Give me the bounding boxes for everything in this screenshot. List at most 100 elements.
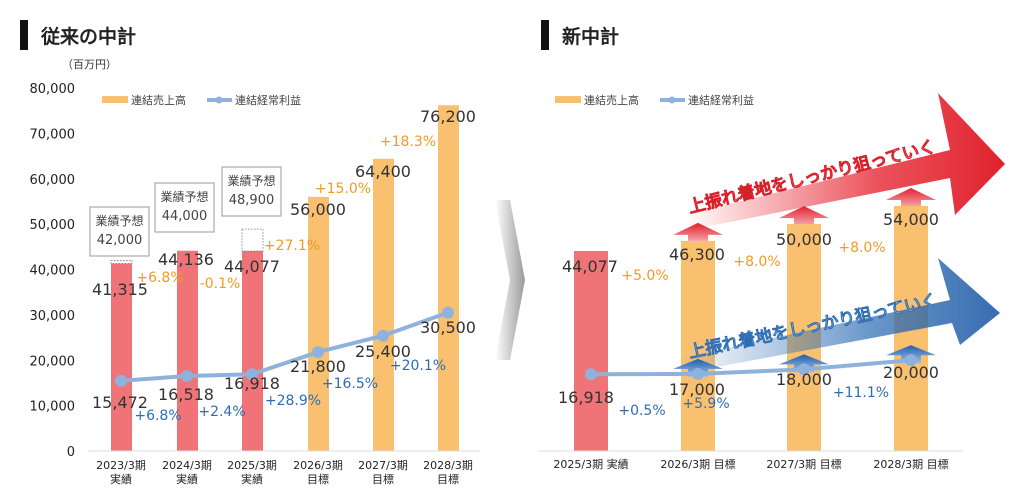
y-tick-label: 40,000	[30, 264, 76, 279]
profit-value-label: 21,800	[290, 357, 346, 376]
profit-marker	[905, 354, 917, 367]
forecast-box-label: 業績予想	[160, 189, 208, 204]
red-growth-arrow	[685, 93, 1005, 230]
blue-growth-arrow	[680, 258, 1000, 372]
profit-growth-label: +28.9%	[265, 393, 321, 409]
sales-value-label: 76,200	[420, 107, 476, 126]
profit-marker	[312, 346, 324, 359]
forecast-box	[89, 206, 150, 257]
sales-up-arrow	[673, 222, 723, 241]
profit-value-label: 16,518	[158, 385, 214, 404]
x-tick-sublabel: 目標	[437, 472, 459, 486]
profit-marker	[377, 329, 389, 342]
x-tick-sublabel: 実績	[176, 472, 198, 486]
profit-value-label: 16,918	[558, 388, 614, 407]
sales-growth-label: +15.0%	[315, 181, 371, 197]
chevron-right-icon	[495, 200, 525, 360]
sales-growth-label: +27.1%	[264, 238, 320, 254]
x-tick-label: 2026/3期 目標	[660, 457, 735, 471]
sales-growth-label: +8.0%	[733, 254, 780, 270]
forecast-box-value: 42,000	[97, 233, 143, 248]
forecast-dotted-outline	[110, 260, 133, 264]
right-title-text: 新中計	[562, 25, 620, 48]
sales-bar	[373, 158, 394, 451]
left-title: 従来の中計	[20, 20, 136, 50]
sales-bar	[681, 240, 715, 451]
x-tick-label: 2027/3期 目標	[766, 457, 841, 471]
y-tick-label: 20,000	[30, 354, 76, 369]
forecast-dotted-outline	[241, 228, 264, 252]
legend-profit-label: 連結経常利益	[235, 93, 301, 107]
x-tick-label: 2028/3期 目標	[873, 457, 948, 471]
x-tick-sublabel: 目標	[307, 472, 329, 486]
sales-bar	[242, 251, 263, 451]
forecast-box-label: 業績予想	[95, 213, 143, 228]
profit-value-label: 18,000	[776, 370, 832, 389]
profit-marker	[585, 368, 597, 381]
left-title-text: 従来の中計	[41, 25, 137, 48]
profit-growth-label: +20.1%	[390, 358, 446, 374]
x-tick-label: 2025/3期	[227, 459, 277, 472]
legend-profit-marker	[215, 96, 223, 104]
profit-growth-label: +11.1%	[833, 385, 889, 401]
x-tick-sublabel: 目標	[372, 472, 394, 486]
sales-bar	[308, 196, 329, 451]
x-tick-label: 2025/3期 実績	[553, 457, 628, 471]
sales-value-label: 44,077	[562, 257, 618, 276]
profit-growth-label: +5.9%	[682, 396, 729, 412]
sales-up-arrow	[886, 187, 936, 206]
x-tick-sublabel: 実績	[241, 472, 263, 486]
sales-value-label: 64,400	[355, 162, 411, 181]
profit-value-label: 20,000	[883, 363, 939, 382]
profit-marker	[246, 368, 258, 381]
x-tick-label: 2024/3期	[162, 459, 212, 472]
sales-bar	[111, 263, 132, 451]
sales-growth-label: -0.1%	[200, 276, 241, 292]
legend-profit-label: 連結経常利益	[688, 93, 754, 107]
sales-value-label: 50,000	[776, 230, 832, 249]
sales-value-label: 46,300	[669, 245, 725, 264]
sales-bar	[177, 250, 198, 451]
x-tick-sublabel: 実績	[110, 472, 132, 486]
sales-value-label: 44,136	[158, 250, 214, 269]
profit-line	[120, 310, 449, 383]
sales-growth-label: +5.0%	[621, 268, 668, 284]
x-tick-label: 2023/3期	[96, 459, 146, 472]
profit-growth-label: +16.5%	[322, 376, 378, 392]
profit-marker	[115, 374, 127, 387]
y-tick-label: 10,000	[30, 400, 76, 415]
profit-marker	[181, 370, 193, 383]
legend-sales-swatch	[555, 96, 581, 103]
sales-growth-label: +18.3%	[380, 134, 436, 150]
sales-bar	[574, 251, 608, 451]
sales-up-arrow	[779, 206, 829, 225]
x-tick-label: 2026/3期	[293, 459, 343, 472]
x-tick-label: 2028/3期	[423, 459, 473, 472]
y-tick-label: 50,000	[30, 218, 76, 233]
sales-value-label: 54,000	[883, 210, 939, 229]
profit-marker	[798, 363, 810, 376]
x-tick-label: 2027/3期	[358, 459, 408, 472]
profit-marker	[442, 306, 454, 319]
legend-profit-marker	[668, 96, 676, 104]
forecast-box	[154, 182, 215, 233]
legend-sales-label: 連結売上高	[131, 93, 186, 107]
y-tick-label: 80,000	[30, 82, 76, 97]
y-tick-label: 70,000	[30, 127, 76, 142]
profit-growth-label: +0.5%	[618, 403, 665, 419]
legend-sales-label: 連結売上高	[584, 93, 639, 107]
profit-growth-label: +2.4%	[198, 404, 245, 420]
forecast-box-value: 44,000	[162, 209, 208, 224]
right-title: 新中計	[541, 20, 619, 50]
sales-value-label: 41,315	[92, 280, 148, 299]
profit-marker	[692, 367, 704, 380]
forecast-box-value: 48,900	[229, 193, 275, 208]
sales-bar	[438, 105, 459, 452]
sales-growth-label: +8.0%	[838, 240, 885, 256]
forecast-box-label: 業績予想	[227, 173, 275, 188]
y-tick-label: 60,000	[30, 173, 76, 188]
profit-growth-label: +6.8%	[134, 408, 181, 424]
profit-value-label: 17,000	[669, 380, 725, 399]
